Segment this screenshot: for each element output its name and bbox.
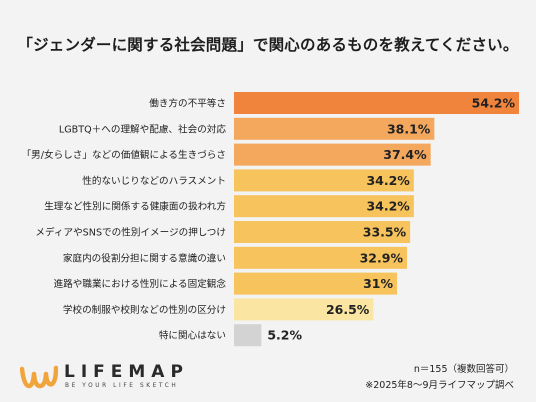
- bar-6: [234, 221, 411, 243]
- category-label-5: 生理など性別に関係する健康面の扱われ方: [44, 201, 226, 213]
- value-label-8: 31%: [363, 276, 393, 291]
- bar-9: [234, 298, 374, 321]
- value-label-1: 54.2%: [472, 96, 516, 111]
- category-label-2: LGBTQ＋への理解や配慮、社会の対応: [59, 123, 226, 135]
- value-label-9: 26.5%: [326, 302, 370, 317]
- value-label-2: 38.1%: [387, 121, 431, 136]
- category-label-4: 性的ないじりなどのハラスメント: [82, 175, 226, 187]
- value-label-10: 5.2%: [267, 328, 302, 343]
- category-label-6: メディアやSNSでの性別イメージの押しつけ: [35, 227, 226, 239]
- category-label-8: 進路や職業における性別による固定観念: [54, 278, 227, 290]
- bar-7: [234, 246, 407, 269]
- lifemap-logo-icon: [20, 365, 58, 389]
- category-label-10: 特に関心はない: [159, 330, 226, 342]
- value-label-4: 34.2%: [366, 173, 410, 188]
- bar-2: [234, 117, 435, 140]
- logo-wordmark: LIFEMAP: [64, 362, 189, 382]
- sample-size-note: n＝155（複数回答可）: [413, 364, 514, 375]
- category-label-3: 「男/女らしさ」などの価値観による生きづらさ: [22, 149, 226, 161]
- chart-title: 「ジェンダーに関する社会問題」で関心のあるものを教えてください。: [17, 36, 519, 54]
- value-label-3: 37.4%: [383, 147, 427, 162]
- logo-tagline: BE YOUR LIFE SKETCH: [65, 383, 179, 389]
- value-label-5: 34.2%: [366, 199, 410, 214]
- category-label-9: 学校の制服や校則などの性別の区分け: [63, 304, 226, 316]
- bar-1: [234, 92, 519, 114]
- bar-8: [234, 272, 398, 295]
- source-note: ※2025年8〜9月ライフマップ調べ: [365, 380, 514, 391]
- bar-3: [234, 143, 431, 166]
- bar-5: [234, 195, 414, 218]
- category-label-1: 働き方の不平等さ: [149, 98, 226, 110]
- bar-4: [234, 169, 414, 192]
- bar-10: [234, 324, 262, 347]
- lifemap-logo: LIFEMAP BE YOUR LIFE SKETCH: [20, 362, 220, 392]
- category-label-7: 家庭内の役割分担に関する意識の違い: [63, 252, 226, 264]
- value-label-7: 32.9%: [360, 250, 404, 265]
- value-label-6: 33.5%: [363, 225, 407, 240]
